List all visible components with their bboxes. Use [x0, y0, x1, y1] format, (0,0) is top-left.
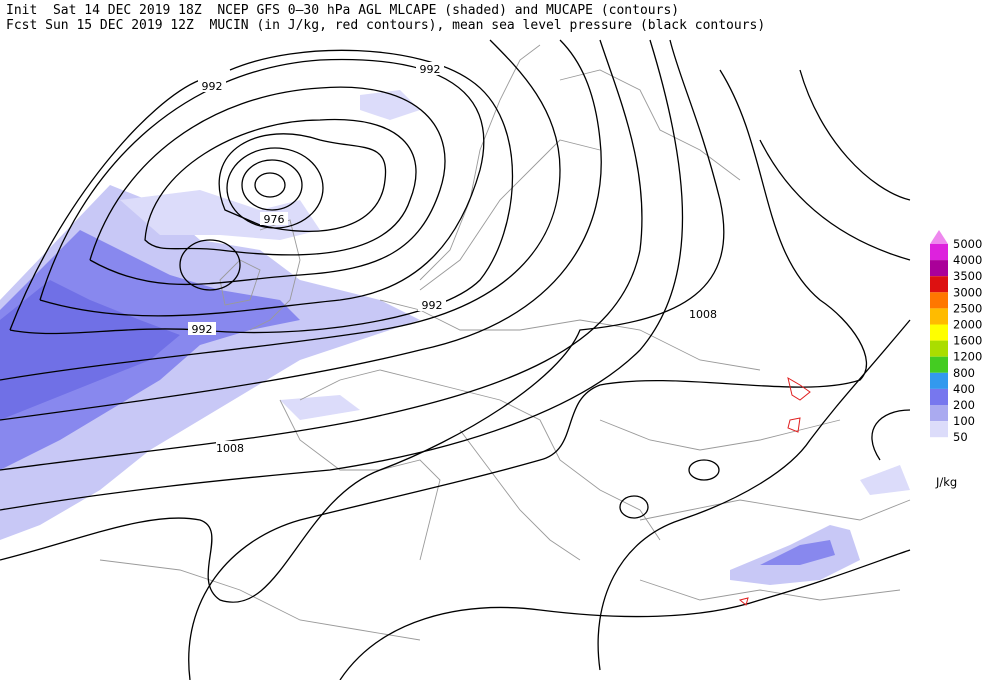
colorbar-box [930, 372, 948, 389]
colorbar-box [930, 324, 948, 341]
contour-label: 976 [264, 213, 285, 226]
cape-shading [0, 90, 910, 585]
colorbar-label: 4000 [953, 253, 982, 267]
colorbar-label: 100 [953, 414, 975, 428]
colorbar-label: 2000 [953, 318, 982, 332]
colorbar-box [930, 340, 948, 357]
pressure-contours [0, 39, 911, 680]
colorbar-box [930, 421, 948, 438]
colorbar-label: 800 [953, 366, 975, 380]
mucin-contours [738, 376, 811, 606]
colorbar-label: 2500 [953, 301, 982, 315]
colorbar-label: 200 [953, 398, 975, 412]
contour-label: 1008 [689, 308, 717, 321]
colorbar-label: 400 [953, 382, 975, 396]
contour-label: 1008 [216, 442, 244, 455]
colorbar-box [930, 356, 948, 373]
colorbar-box [930, 405, 948, 422]
contour-label-bg [216, 441, 244, 454]
colorbar-box [930, 276, 948, 293]
contour-label-bg [418, 298, 446, 311]
colorbar-label: 1200 [953, 350, 982, 364]
colorbar-label: 5000 [953, 237, 982, 251]
contour-label: 992 [420, 63, 441, 76]
contour-label-bg [188, 322, 216, 335]
contour-label-bg [416, 62, 444, 75]
contour-label-bg [689, 307, 717, 320]
contour-label-bg [260, 212, 288, 225]
colorbar-unit: J/kg [935, 475, 957, 489]
colorbar-box [930, 388, 948, 405]
colorbar-box [930, 308, 948, 325]
colorbar-label: 3500 [953, 269, 982, 283]
header-line: Init Sat 14 DEC 2019 18Z NCEP GFS 0–30 h… [6, 3, 679, 18]
colorbar-label: 50 [953, 430, 968, 444]
colorbar-label: 3000 [953, 285, 982, 299]
contour-label: 992 [192, 323, 213, 336]
colorbar-label: 1600 [953, 334, 982, 348]
colorbar-arrow [930, 230, 948, 244]
contour-label-bg [198, 79, 226, 92]
colorbar-box [930, 260, 948, 277]
header-line: Fcst Sun 15 DEC 2019 12Z MUCIN (in J/kg,… [6, 18, 765, 33]
contour-label: 992 [422, 299, 443, 312]
colorbar-box [930, 244, 948, 261]
contour-label: 992 [202, 80, 223, 93]
colorbar-box [930, 292, 948, 309]
